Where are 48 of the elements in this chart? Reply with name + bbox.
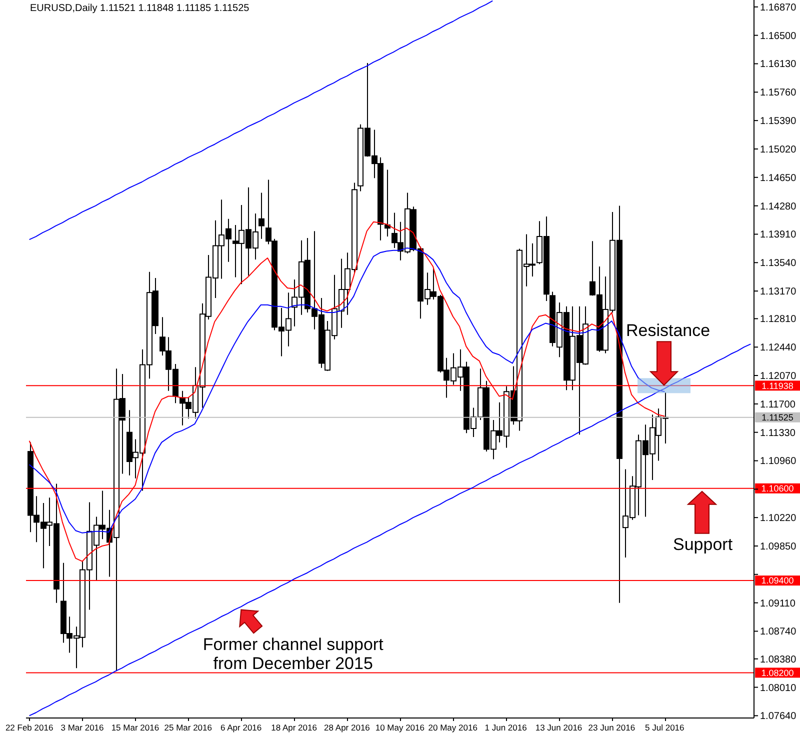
ref-line-label: 1.11525 xyxy=(762,412,794,423)
y-tick-label: 1.11700 xyxy=(760,399,796,410)
x-tick-label: 5 Jul 2016 xyxy=(645,722,685,732)
y-tick-label: 1.12070 xyxy=(760,371,797,382)
y-tick-label: 1.15020 xyxy=(760,144,797,156)
x-tick-label: 20 May 2016 xyxy=(428,722,478,732)
x-tick-label: 28 Apr 2016 xyxy=(324,722,370,732)
y-tick-label: 1.15390 xyxy=(760,116,797,128)
x-tick-label: 22 Feb 2016 xyxy=(5,722,54,732)
x-tick-label: 13 Jun 2016 xyxy=(535,722,582,732)
line-series xyxy=(28,0,494,240)
x-tick-label: 10 May 2016 xyxy=(375,722,425,732)
annotation: Resistance xyxy=(626,320,712,340)
y-tick-label: 1.14280 xyxy=(760,201,797,212)
y-tick-label: 1.10960 xyxy=(760,456,797,468)
y-tick-label: 1.14650 xyxy=(760,172,797,184)
y-tick-label: 1.07640 xyxy=(760,711,797,722)
x-tick-label: 15 Mar 2016 xyxy=(111,722,160,732)
y-tick-label: 1.09110 xyxy=(760,598,796,610)
ref-line-label: 1.08200 xyxy=(761,668,794,678)
y-tick-label: 1.08380 xyxy=(760,654,797,666)
y-tick-label: 1.13170 xyxy=(760,286,797,298)
ref-line-label: 1.11938 xyxy=(762,380,794,391)
x-tick-label: 3 Mar 2016 xyxy=(60,722,104,732)
candlestick xyxy=(258,192,264,240)
y-tick-label: 1.10220 xyxy=(760,513,797,524)
y-tick-label: 1.09850 xyxy=(760,541,797,552)
y-tick-label: 1.12440 xyxy=(760,342,797,354)
y-tick-label: 1.16130 xyxy=(760,59,797,70)
chart-title: EURUSD,Daily 1.11521 1.11848 1.11185 1.11525 xyxy=(30,3,250,14)
x-tick-label: 25 Mar 2016 xyxy=(164,722,212,732)
y-tick-label: 1.16500 xyxy=(760,30,797,42)
y-tick-label: 1.11330 xyxy=(760,428,796,439)
y-tick-label: 1.08010 xyxy=(760,682,797,694)
x-tick-label: 18 Apr 2016 xyxy=(271,722,318,732)
y-tick-label: 1.16870 xyxy=(760,2,797,14)
y-tick-label: 1.12810 xyxy=(760,314,797,326)
ref-line-label: 1.09400 xyxy=(761,576,794,586)
x-tick-label: 23 Jun 2016 xyxy=(588,722,636,732)
annotation: Former channel support from December 2015 xyxy=(202,634,384,673)
y-tick-label: 1.15760 xyxy=(760,88,797,99)
y-tick-label: 1.08740 xyxy=(760,626,797,638)
x-tick-label: 6 Apr 2016 xyxy=(220,722,262,732)
y-tick-label: 1.13910 xyxy=(760,230,797,241)
ref-line-label: 1.10600 xyxy=(761,484,794,494)
y-tick-label: 1.13540 xyxy=(760,258,797,270)
x-tick-label: 1 Jun 2016 xyxy=(484,722,528,732)
annotation: Support xyxy=(673,535,734,554)
